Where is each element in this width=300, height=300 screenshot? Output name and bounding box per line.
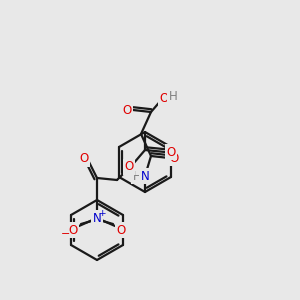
Text: H: H <box>169 89 177 103</box>
Text: N: N <box>93 212 101 224</box>
Text: H: H <box>133 169 141 182</box>
Text: O: O <box>169 152 178 164</box>
Text: O: O <box>68 224 78 236</box>
Text: O: O <box>80 152 88 166</box>
Text: O: O <box>124 160 134 173</box>
Text: O: O <box>167 146 176 158</box>
Text: N: N <box>141 169 149 182</box>
Text: O: O <box>159 92 169 104</box>
Text: +: + <box>98 209 106 218</box>
Text: O: O <box>116 224 126 236</box>
Text: −: − <box>61 229 71 239</box>
Text: O: O <box>122 103 132 116</box>
